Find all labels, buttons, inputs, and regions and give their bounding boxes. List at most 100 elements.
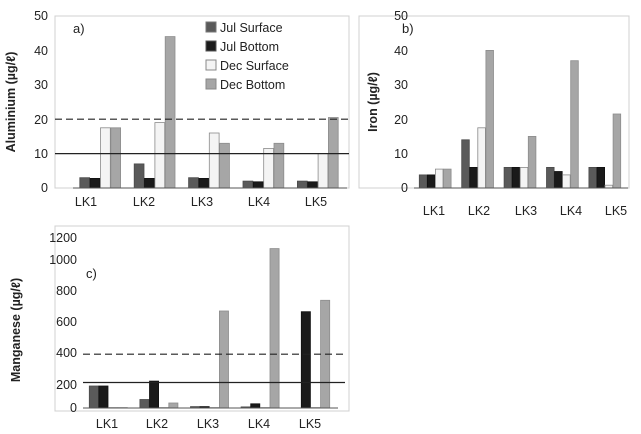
panel-c: c) Manganese (µg/ℓ) 0 200 400 600 800 10… <box>9 225 350 431</box>
y-ticks: 0 10 20 30 40 50 <box>34 9 48 195</box>
y-tick-label: 0 <box>401 181 408 195</box>
y-tick-label: 30 <box>394 78 408 92</box>
y-tick-label: 0 <box>70 401 77 415</box>
bar-dec-bottom-lk3 <box>219 142 230 189</box>
bar-jul-surface-lk1 <box>418 174 428 189</box>
bar-jul-surface-lk1 <box>88 385 99 409</box>
x-categories: LK1 LK2 LK3 LK4 LK5 <box>423 204 627 218</box>
bar-dec-bottom-lk5 <box>327 117 339 189</box>
legend-swatch <box>205 40 217 52</box>
x-category-label: LK5 <box>305 195 327 209</box>
y-tick-label: 20 <box>394 113 408 127</box>
bar-dec-bottom-lk2 <box>485 50 494 189</box>
y-tick-label: 40 <box>394 44 408 58</box>
bar-dec-surface-lk1 <box>100 127 111 189</box>
y-tick-label: 1000 <box>49 253 77 267</box>
bar-jul-bottom-lk1 <box>426 174 436 189</box>
bars <box>83 248 345 409</box>
x-categories: LK1 LK2 LK3 LK4 LK5 <box>75 195 327 209</box>
y-ticks: 0 200 400 600 800 1000 1200 <box>49 231 77 415</box>
legend-swatch <box>205 21 217 33</box>
panel-label: c) <box>86 266 97 281</box>
bar-jul-bottom-lk3 <box>198 177 210 189</box>
bar-dec-bottom-lk3 <box>527 135 537 189</box>
x-category-label: LK4 <box>560 204 582 218</box>
y-tick-label: 400 <box>56 346 77 360</box>
x-category-label: LK1 <box>75 195 97 209</box>
panel-b: b) Iron (µg/ℓ) 0 10 20 30 40 50 LK1 LK2 … <box>358 9 630 218</box>
bar-jul-bottom-lk4 <box>554 171 563 189</box>
y-tick-label: 10 <box>394 147 408 161</box>
bar-jul-surface-lk5 <box>588 166 597 189</box>
y-axis-label: Iron (µg/ℓ) <box>366 72 380 132</box>
bar-dec-bottom-lk4 <box>570 60 579 189</box>
bar-jul-surface-lk3 <box>503 166 513 189</box>
y-tick-label: 50 <box>34 9 48 23</box>
legend-label: Jul Bottom <box>220 40 279 54</box>
bar-jul-surface-lk1 <box>79 177 91 189</box>
x-categories: LK1 LK2 LK3 LK4 LK5 <box>96 417 321 431</box>
bar-dec-bottom-lk4 <box>273 142 285 189</box>
bar-jul-bottom-lk4 <box>250 403 261 409</box>
legend-swatch <box>205 59 217 71</box>
y-ticks: 0 10 20 30 40 50 <box>394 9 408 195</box>
x-category-label: LK2 <box>133 195 155 209</box>
x-category-label: LK3 <box>191 195 213 209</box>
bar-dec-bottom-lk2 <box>164 36 176 189</box>
bar-dec-surface-lk4 <box>562 174 571 189</box>
legend-label: Jul Surface <box>220 21 283 35</box>
bar-dec-surface-lk2 <box>477 127 486 189</box>
bar-jul-surface-lk4 <box>242 180 254 189</box>
x-category-label: LK5 <box>299 417 321 431</box>
legend: Jul Surface Jul Bottom Dec Surface Dec B… <box>205 21 289 92</box>
plot-frame <box>54 15 350 189</box>
x-category-label: LK1 <box>423 204 445 218</box>
plot-frame <box>358 15 630 189</box>
bar-jul-bottom-lk5 <box>307 181 318 189</box>
x-category-label: LK2 <box>468 204 490 218</box>
bar-dec-bottom-lk1 <box>443 168 452 189</box>
bar-jul-bottom-lk1 <box>98 385 109 409</box>
legend-label: Dec Bottom <box>220 78 285 92</box>
y-axis-label: Manganese (µg/ℓ) <box>9 278 23 382</box>
plot-frame <box>54 225 350 412</box>
bar-jul-bottom-lk2 <box>469 166 478 189</box>
x-category-label: LK4 <box>248 195 270 209</box>
bar-dec-surface-lk5 <box>317 153 329 189</box>
legend-swatch <box>205 78 217 90</box>
y-tick-label: 20 <box>34 113 48 127</box>
bar-jul-surface-lk2 <box>461 139 470 189</box>
bar-jul-surface-lk3 <box>188 177 199 189</box>
bar-jul-bottom-lk1 <box>89 177 101 189</box>
x-category-label: LK4 <box>248 417 270 431</box>
y-tick-label: 800 <box>56 284 77 298</box>
bar-jul-bottom-lk3 <box>511 166 521 189</box>
bar-jul-bottom-lk4 <box>252 181 264 189</box>
y-tick-label: 50 <box>394 9 408 23</box>
y-tick-label: 30 <box>34 78 48 92</box>
y-tick-label: 1200 <box>49 231 77 245</box>
y-tick-label: 200 <box>56 378 77 392</box>
bar-jul-bottom-lk5 <box>596 166 605 189</box>
bar-jul-bottom-lk5 <box>300 311 311 409</box>
bar-jul-surface-lk4 <box>546 166 555 189</box>
x-category-label: LK2 <box>146 417 168 431</box>
y-tick-label: 40 <box>34 44 48 58</box>
y-tick-label: 600 <box>56 315 77 329</box>
bar-dec-bottom-lk5 <box>612 113 622 189</box>
bar-dec-bottom-lk4 <box>269 248 280 409</box>
bar-dec-surface-lk1 <box>434 168 444 189</box>
panel-label: b) <box>402 21 414 36</box>
bar-dec-surface-lk3 <box>519 166 529 189</box>
legend-label: Dec Surface <box>220 59 289 73</box>
bar-dec-bottom-lk2 <box>168 402 179 409</box>
panel-label: a) <box>73 21 85 36</box>
y-tick-label: 10 <box>34 147 48 161</box>
x-category-label: LK3 <box>515 204 537 218</box>
bar-jul-surface-lk5 <box>296 180 308 189</box>
x-category-label: LK1 <box>96 417 118 431</box>
bar-dec-surface-lk2 <box>154 122 166 189</box>
panel-a: a) Aluminium (µg/ℓ) 0 10 20 30 40 50 LK1… <box>4 9 350 209</box>
y-axis-label: Aluminium (µg/ℓ) <box>4 52 18 153</box>
